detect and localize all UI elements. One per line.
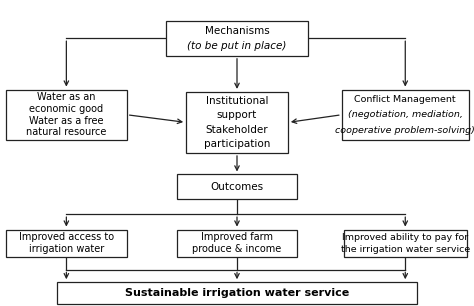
Text: natural resource: natural resource — [26, 127, 107, 137]
Text: Water as a free: Water as a free — [29, 116, 104, 126]
Text: Water as an: Water as an — [37, 92, 96, 102]
FancyBboxPatch shape — [176, 230, 298, 257]
Text: Outcomes: Outcomes — [210, 182, 264, 192]
Text: Institutional: Institutional — [206, 96, 268, 106]
Text: Conflict Management: Conflict Management — [355, 95, 456, 104]
FancyBboxPatch shape — [166, 21, 308, 56]
Text: participation: participation — [204, 139, 270, 149]
FancyBboxPatch shape — [342, 89, 469, 140]
Text: Sustainable irrigation water service: Sustainable irrigation water service — [125, 288, 349, 298]
Text: (to be put in place): (to be put in place) — [187, 41, 287, 51]
Text: economic good: economic good — [29, 104, 103, 114]
Text: irrigation water: irrigation water — [29, 244, 104, 254]
Text: Improved access to: Improved access to — [19, 232, 114, 242]
Text: Improved farm: Improved farm — [201, 232, 273, 242]
FancyBboxPatch shape — [6, 89, 127, 140]
Text: (negotiation, mediation,: (negotiation, mediation, — [348, 110, 463, 119]
FancyBboxPatch shape — [186, 92, 288, 153]
Text: Stakeholder: Stakeholder — [206, 125, 268, 135]
Text: cooperative problem-solving): cooperative problem-solving) — [335, 125, 474, 135]
Text: Improved ability to pay for: Improved ability to pay for — [342, 233, 468, 242]
Text: support: support — [217, 110, 257, 120]
Text: the irrigation water service: the irrigation water service — [341, 245, 470, 254]
FancyBboxPatch shape — [344, 230, 467, 257]
FancyBboxPatch shape — [57, 282, 417, 304]
FancyBboxPatch shape — [6, 230, 127, 257]
Text: produce & income: produce & income — [192, 244, 282, 254]
Text: Mechanisms: Mechanisms — [205, 26, 269, 35]
FancyBboxPatch shape — [176, 174, 298, 199]
